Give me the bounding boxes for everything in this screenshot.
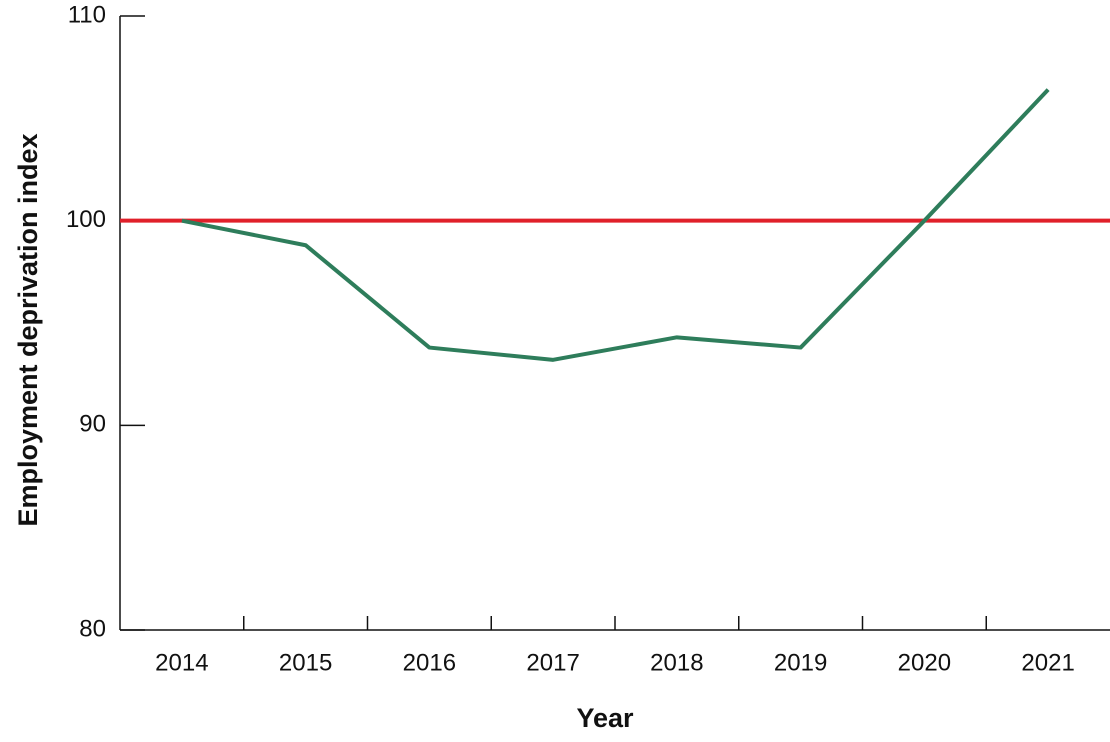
x-tick-label: 2020	[898, 649, 951, 676]
x-tick-label: 2015	[279, 649, 332, 676]
x-tick-label: 2017	[526, 649, 579, 676]
y-tick-label: 80	[79, 615, 106, 642]
x-tick-label: 2019	[774, 649, 827, 676]
y-tick-label: 90	[79, 411, 106, 438]
x-tick-label: 2021	[1021, 649, 1074, 676]
data-line	[181, 88, 1050, 362]
y-axis-title: Employment deprivation index	[13, 133, 43, 526]
x-tick-label: 2018	[650, 649, 703, 676]
x-tick-label: 2016	[403, 649, 456, 676]
y-tick-label: 100	[66, 206, 106, 233]
y-tick-label: 110	[68, 1, 106, 28]
x-axis-title: Year	[576, 703, 634, 733]
x-tick-label: 2014	[155, 649, 208, 676]
